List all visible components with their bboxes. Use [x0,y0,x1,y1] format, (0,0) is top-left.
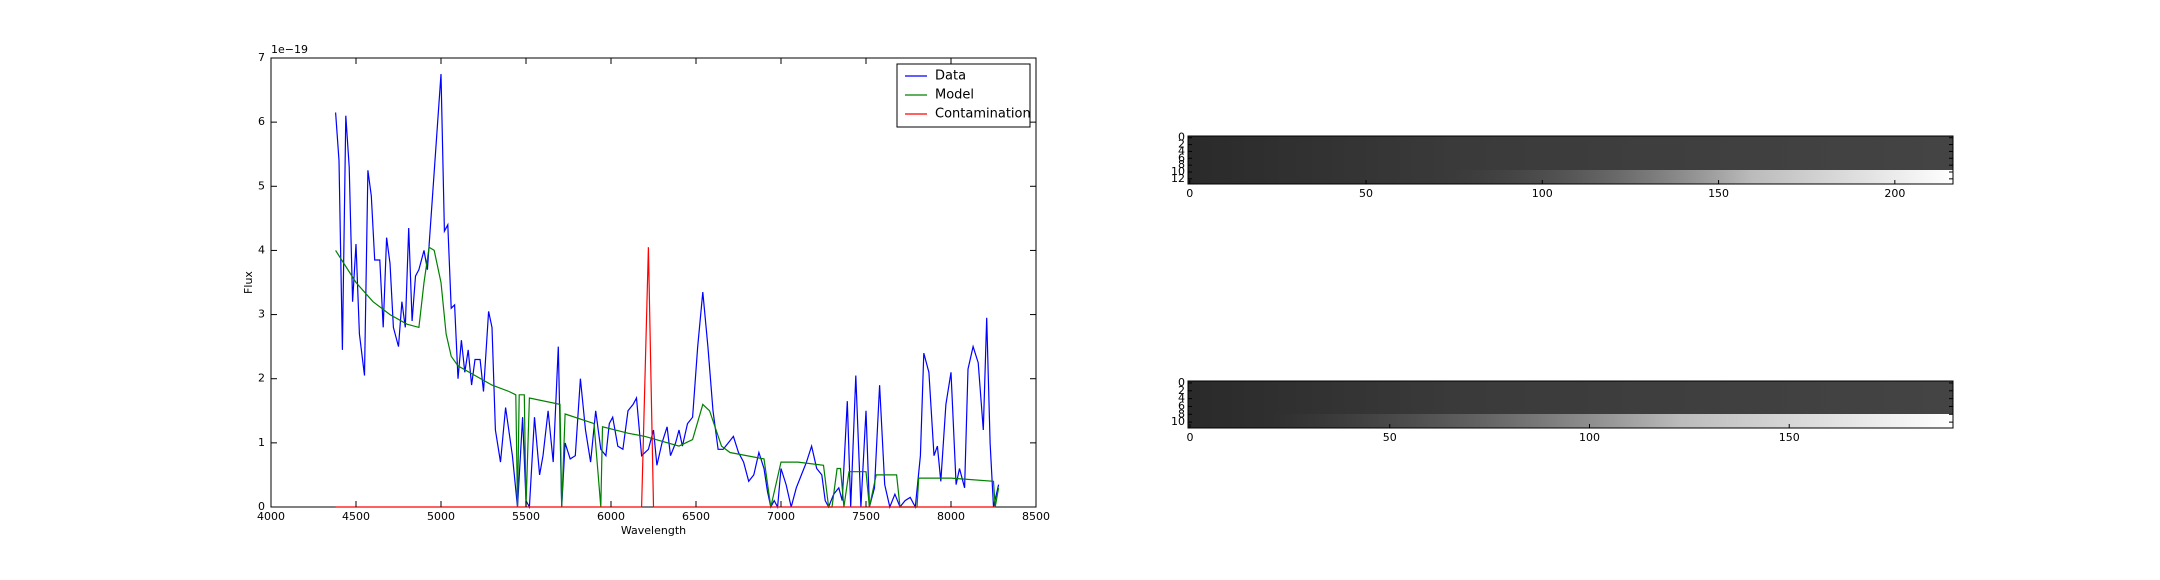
x-tick-label: 6000 [597,510,625,523]
y-tick-label: 2 [1178,384,1185,397]
image-frame [1187,135,1954,185]
y-tick-label: 2 [1178,138,1185,151]
y-tick-label: 5 [258,179,265,192]
x-tick-label: 150 [1779,431,1800,444]
x-tick-label: 200 [1884,187,1905,200]
x-tick-label: 7000 [767,510,795,523]
y-tick-label: 6 [258,115,265,128]
y-tick-label: 0 [1178,376,1185,389]
y-tick-label: 0 [258,500,265,513]
y-tick-label: 6 [1178,399,1185,412]
y-tick-label: 3 [258,308,265,321]
y-tick-label: 0 [1178,131,1185,144]
x-tick-label: 100 [1532,187,1553,200]
x-tick-label: 4500 [342,510,370,523]
y-tick-label: 8 [1178,158,1185,171]
y-tick-label: 1 [258,436,265,449]
offset-label: 1e−19 [271,43,308,56]
x-tick-label: 8000 [937,510,965,523]
x-tick-label: 50 [1359,187,1373,200]
legend-label: Contamination [935,107,1031,122]
series-line [335,246,1000,508]
y-tick-label: 4 [258,243,265,256]
y-tick-label: 10 [1171,165,1185,178]
y-tick-label: 12 [1171,172,1185,185]
x-tick-label: 100 [1579,431,1600,444]
x-tick-label: 5500 [512,510,540,523]
legend-label: Data [935,69,966,84]
y-tick-label: 7 [258,51,265,64]
x-tick-label: 50 [1383,431,1397,444]
y-tick-label: 2 [258,372,265,385]
y-tick-label: 4 [1178,392,1185,405]
y-tick-label: 4 [1178,144,1185,157]
x-tick-label: 0 [1186,431,1193,444]
x-tick-label: 0 [1186,187,1193,200]
y-tick-label: 10 [1171,415,1185,428]
series-line [335,247,996,508]
spectrum-trace [1270,414,1953,428]
x-tick-label: 4000 [257,510,285,523]
x-tick-label: 150 [1708,187,1729,200]
x-tick-label: 6500 [682,510,710,523]
legend-label: Model [935,88,974,103]
x-tick-label: 8500 [1022,510,1050,523]
y-tick-label: 8 [1178,407,1185,420]
x-tick-label: 5000 [427,510,455,523]
y-axis-label: Flux [242,271,255,294]
x-axis-label: Wavelength [621,524,686,537]
image-frame [1187,380,1954,429]
x-tick-label: 7500 [852,510,880,523]
spectrum-trace [1450,170,1953,184]
y-tick-label: 6 [1178,151,1185,164]
